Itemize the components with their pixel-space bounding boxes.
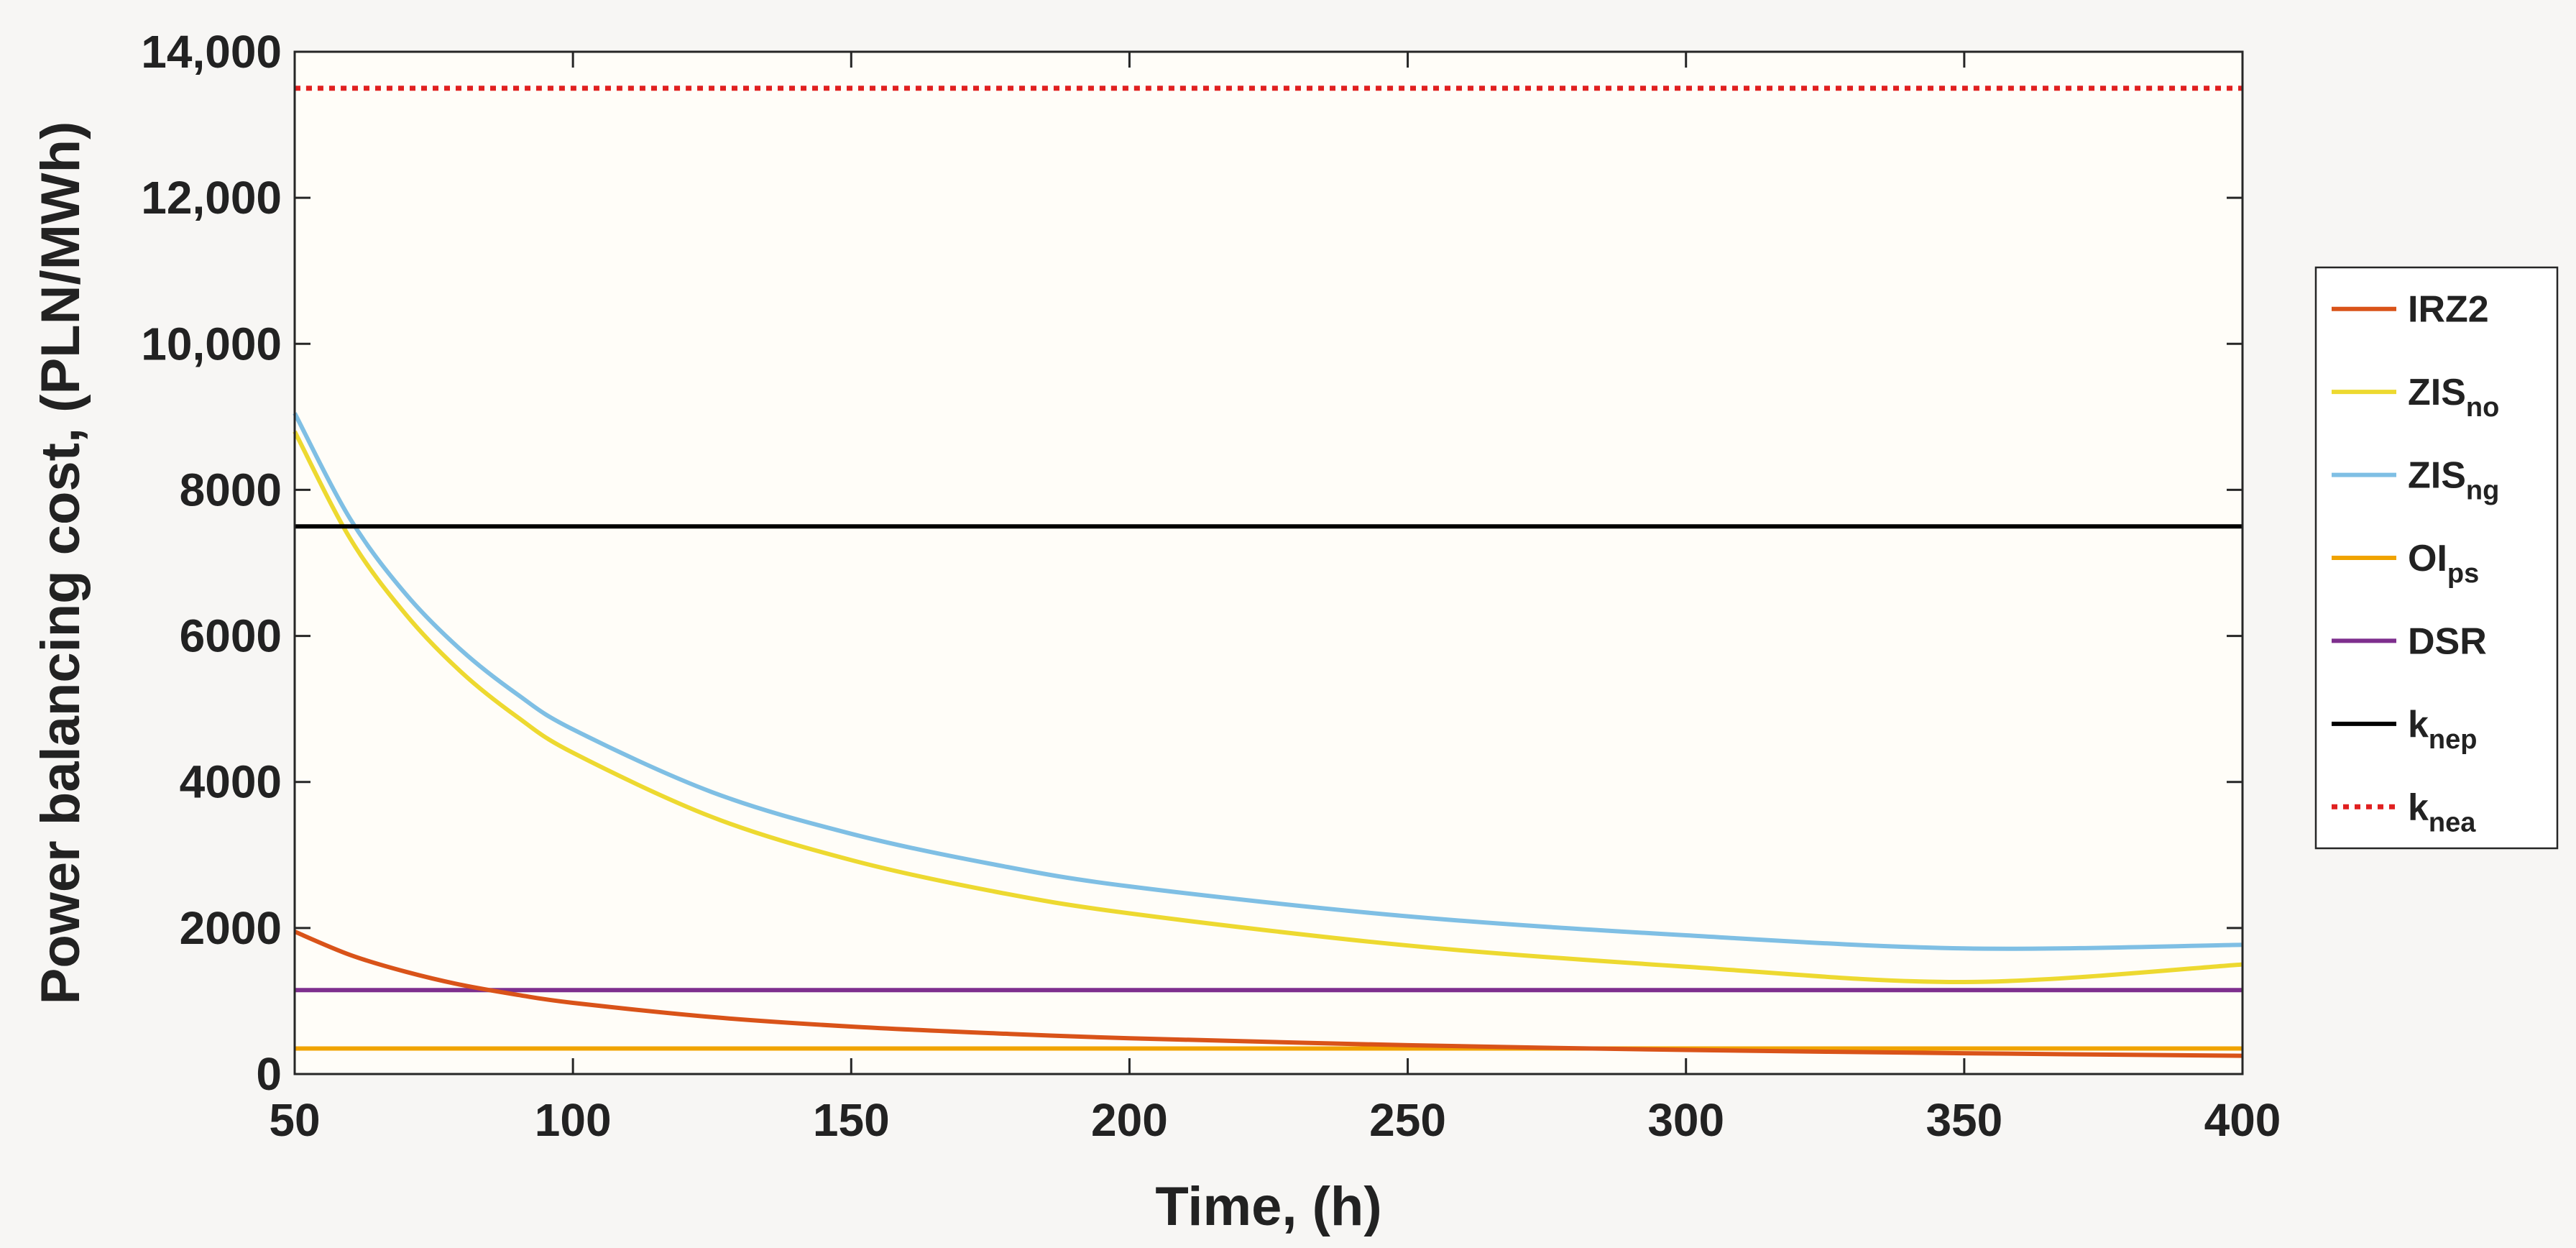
series-line-irz2 [293, 930, 2243, 1058]
x-axis-ticks: 50 100 150 200 250 300 350 400 [269, 52, 2281, 1146]
legend-label-subscript: ng [2466, 476, 2499, 506]
y-tick-label: 2000 [180, 902, 282, 954]
x-tick-label: 250 [1369, 1094, 1446, 1146]
plot-area [295, 52, 2242, 1074]
legend-label-main: ZIS [2408, 372, 2466, 413]
x-tick-label: 350 [1926, 1094, 2002, 1146]
legend-label-subscript: nea [2429, 807, 2476, 838]
series-line-zis-ng [293, 412, 2243, 951]
legend-label: ZISng [2408, 455, 2499, 506]
series-layer [293, 86, 2243, 1058]
legend-label-main: DSR [2408, 620, 2487, 662]
legend-label: OIps [2408, 538, 2479, 589]
y-tick-label: 12,000 [141, 172, 282, 224]
legend-label: DSR [2408, 620, 2487, 662]
y-axis-label: Power balancing cost, (PLN/MWh) [30, 121, 91, 1005]
legend-label-subscript: nep [2429, 725, 2478, 755]
x-tick-label: 200 [1091, 1094, 1168, 1146]
legend-label-main: OI [2408, 538, 2447, 579]
legend-label: IRZ2 [2408, 289, 2489, 331]
x-tick-label: 150 [813, 1094, 890, 1146]
y-tick-label: 14,000 [141, 26, 282, 78]
legend-label: knep [2408, 704, 2477, 755]
legend-label-main: k [2408, 786, 2429, 828]
x-tick-label: 300 [1647, 1094, 1724, 1146]
legend-label: knea [2408, 786, 2476, 838]
legend-label-main: ZIS [2408, 455, 2466, 497]
legend-label-subscript: no [2466, 393, 2499, 423]
legend-label-main: k [2408, 704, 2429, 745]
x-tick-label: 400 [2204, 1094, 2281, 1146]
x-axis-label: Time, (h) [1155, 1176, 1381, 1237]
y-tick-label: 10,000 [141, 318, 282, 370]
y-tick-label: 8000 [180, 464, 282, 515]
x-tick-label: 100 [535, 1094, 612, 1146]
legend-label-main: IRZ2 [2408, 289, 2489, 331]
legend-label: ZISno [2408, 372, 2499, 423]
y-tick-label: 4000 [180, 756, 282, 808]
y-tick-label: 0 [256, 1048, 282, 1100]
x-tick-label: 50 [269, 1094, 320, 1146]
series-line-zis-no [293, 430, 2243, 985]
legend-label-subscript: ps [2447, 559, 2479, 589]
y-tick-label: 6000 [180, 610, 282, 662]
y-axis-ticks: 0 2000 4000 6000 8000 10,000 12,000 14,000 [141, 26, 2242, 1100]
plot-frame [293, 50, 2244, 1075]
